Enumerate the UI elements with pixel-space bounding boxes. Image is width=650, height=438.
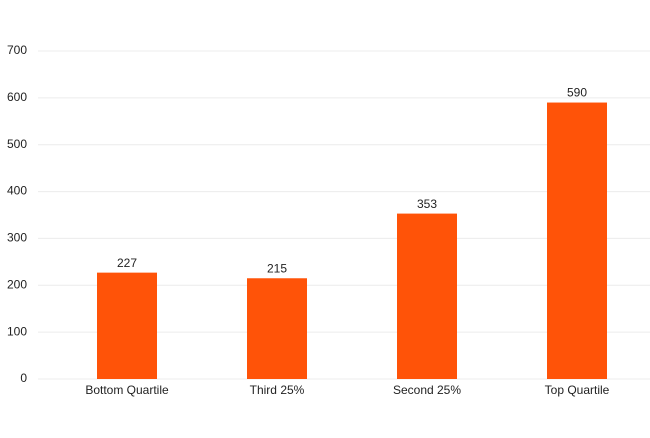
- data-label: 227: [117, 256, 137, 270]
- y-tick-label: 200: [7, 277, 27, 291]
- data-label: 215: [267, 261, 287, 275]
- y-tick-label: 400: [7, 184, 27, 198]
- data-label: 353: [417, 197, 437, 211]
- x-tick-label: Second 25%: [393, 383, 461, 397]
- y-tick-label: 500: [7, 137, 27, 151]
- x-tick-label: Top Quartile: [545, 383, 610, 397]
- y-tick-label: 100: [7, 324, 27, 338]
- data-label: 590: [567, 86, 587, 100]
- y-tick-label: 600: [7, 90, 27, 104]
- y-tick-label: 0: [20, 371, 27, 385]
- bar: [97, 272, 157, 379]
- bar: [397, 213, 457, 379]
- bar: [547, 102, 607, 380]
- x-tick-label: Third 25%: [250, 383, 305, 397]
- bar: [247, 278, 307, 379]
- y-tick-label: 700: [7, 43, 27, 57]
- x-tick-label: Bottom Quartile: [85, 383, 169, 397]
- y-tick-label: 300: [7, 231, 27, 245]
